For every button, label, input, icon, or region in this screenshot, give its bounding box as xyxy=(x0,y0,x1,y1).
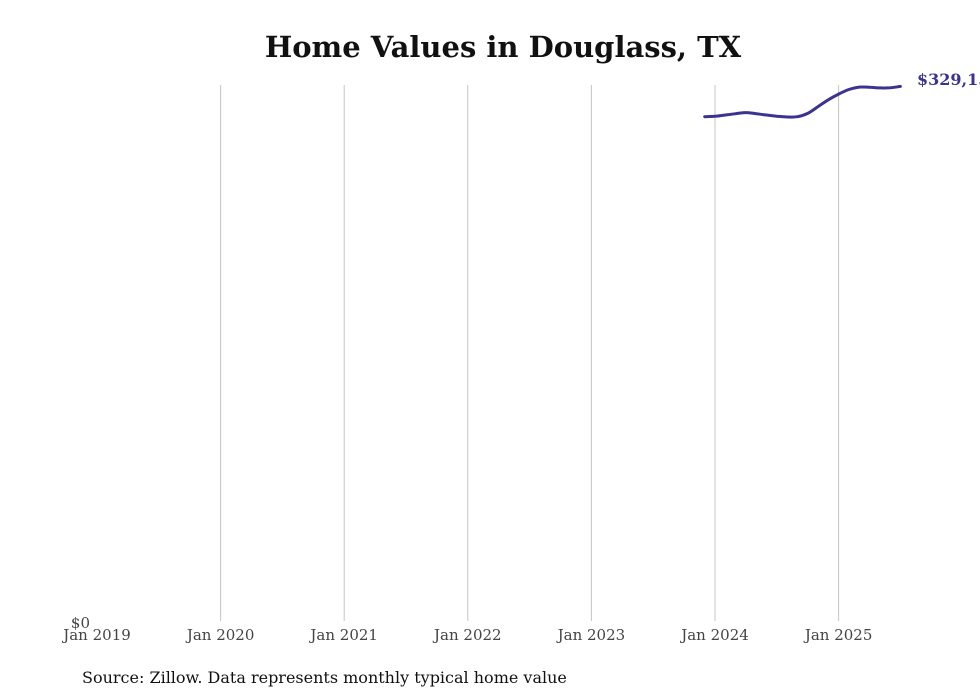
x-tick-label: Jan 2021 xyxy=(308,626,378,644)
series-layer xyxy=(703,84,902,119)
x-tick-label: Jan 2022 xyxy=(432,626,502,644)
x-tick-label: Jan 2024 xyxy=(679,626,749,644)
x-tick-label: Jan 2019 xyxy=(61,626,131,644)
end-value-label: $329,150 xyxy=(917,70,980,89)
x-tick-label: Jan 2025 xyxy=(803,626,873,644)
x-tick-label: Jan 2023 xyxy=(556,626,626,644)
y-tick-label-zero: $0 xyxy=(71,614,90,632)
x-axis: Jan 2019 Jan 2020 Jan 2021 Jan 2022 Jan 2023… xyxy=(61,626,872,644)
series-line xyxy=(703,84,902,119)
grid-lines xyxy=(220,85,840,621)
x-tick-label: Jan 2020 xyxy=(185,626,255,644)
source-note: Source: Zillow. Data represents monthly … xyxy=(82,668,567,687)
chart-title: Home Values in Douglass, TX xyxy=(264,30,742,64)
